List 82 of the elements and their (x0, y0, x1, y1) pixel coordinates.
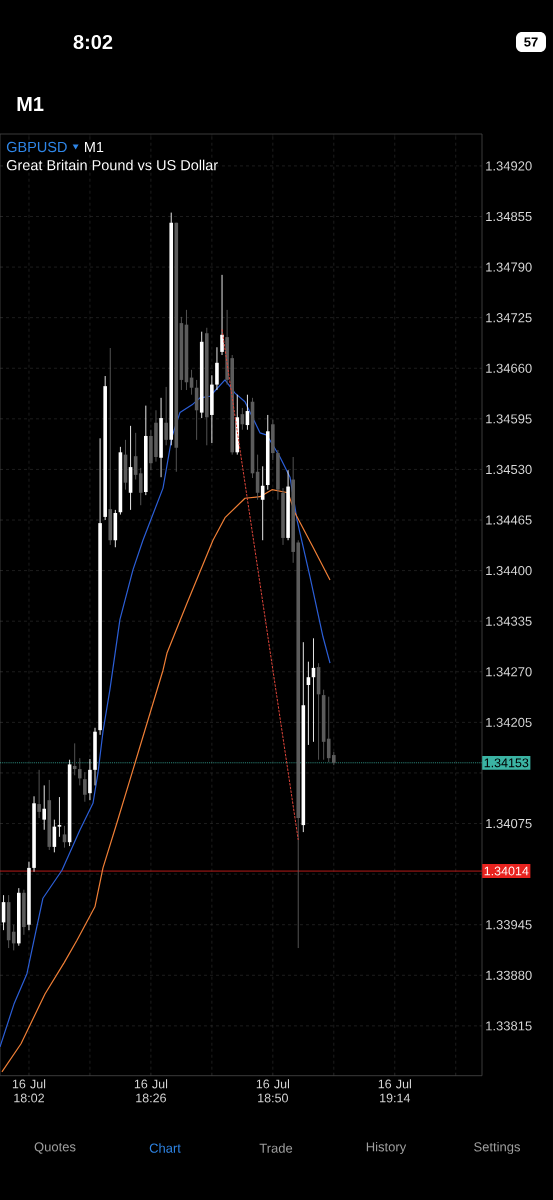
candlestick (123, 439, 128, 491)
y-tick-label: 1.34075 (486, 818, 532, 829)
candlestick (184, 309, 189, 391)
y-tick-label: 1.34270 (486, 667, 532, 677)
candlestick (57, 796, 62, 838)
y-tick-label: 1.34530 (486, 464, 532, 475)
y-tick-label: 1.34790 (486, 262, 532, 272)
ref-line-label: 1.34014 (484, 866, 529, 876)
y-tick-label: 1.34400 (486, 566, 532, 576)
text: M1 (17, 97, 44, 111)
candlestick (6, 894, 11, 949)
x-tick-label: 16 Jul 18:02 (12, 1079, 46, 1103)
candlestick (210, 374, 214, 444)
candlestick (103, 375, 107, 521)
candlestick (159, 397, 163, 478)
candlestick (22, 889, 26, 936)
x-tick-label: 16 Jul 18:50 (256, 1079, 290, 1103)
candlestick (281, 487, 285, 546)
candlestick (47, 779, 52, 851)
text: Settings (474, 1141, 521, 1155)
candlestick (301, 641, 306, 833)
y-tick-label: 1.33945 (486, 920, 532, 930)
candlestick (179, 316, 184, 391)
x-tick-label: 16 Jul 19:14 (378, 1079, 411, 1103)
candlestick (204, 327, 209, 446)
y-tick-label: 1.34335 (486, 616, 532, 626)
candlestick (98, 437, 102, 736)
x-tick-label: 16 Jul 18:26 (134, 1079, 168, 1103)
candlestick (276, 449, 280, 501)
text: History (366, 1141, 407, 1155)
candlestick (83, 771, 87, 803)
candlestick (174, 222, 179, 473)
text: 57 (524, 37, 538, 47)
chart-title: GBPUSD (6, 141, 67, 153)
text: Chart (149, 1143, 181, 1153)
y-tick-label: 1.34725 (486, 313, 532, 323)
candlestick (108, 347, 113, 546)
candlestick (321, 689, 326, 761)
y-tick-label: 1.34205 (486, 717, 532, 727)
y-tick-label: 1.33880 (486, 970, 532, 980)
y-tick-label: 1.34660 (486, 363, 532, 373)
candlestick (220, 274, 224, 356)
candlestick (316, 662, 321, 761)
candlestick (215, 346, 219, 391)
candlestick (1, 894, 6, 931)
candlestick (17, 887, 21, 947)
candlestick (144, 405, 148, 496)
candlestick (37, 769, 41, 819)
candlestick (42, 784, 46, 831)
candlestick (265, 414, 270, 491)
y-tick-label: 1.33815 (486, 1021, 532, 1031)
candlestick (271, 419, 275, 461)
y-tick-label: 1.34595 (486, 414, 532, 424)
candlestick (27, 861, 31, 931)
candlestick (138, 467, 143, 506)
candlestick (67, 759, 72, 847)
y-tick-label: 1.34465 (486, 515, 532, 525)
y-tick-label: 1.34855 (486, 211, 532, 222)
candlestick (164, 386, 168, 446)
candlestick (255, 454, 260, 501)
text: Trade (259, 1143, 293, 1153)
candlestick (194, 379, 199, 441)
candlestick (118, 446, 123, 516)
candlestick (88, 758, 92, 801)
candlestick (52, 819, 57, 853)
text: Great Britain Pound vs US Dollar (6, 159, 218, 171)
candlestick (11, 924, 16, 951)
ref-line-label: 1.34153 (484, 758, 529, 768)
candlestick (77, 757, 82, 786)
candlestick (199, 331, 204, 419)
text: 8:02 (73, 34, 113, 50)
annotation: M1 (85, 142, 104, 152)
candlestick (113, 509, 118, 548)
y-tick-label: 1.34920 (486, 161, 532, 171)
candlestick (169, 212, 174, 446)
candlestick (286, 469, 290, 541)
candlestick (32, 795, 36, 873)
candlestick (93, 727, 97, 786)
text: Quotes (34, 1142, 76, 1154)
candlestick (128, 425, 133, 511)
candlestick (133, 432, 138, 480)
candlestick (250, 397, 255, 479)
